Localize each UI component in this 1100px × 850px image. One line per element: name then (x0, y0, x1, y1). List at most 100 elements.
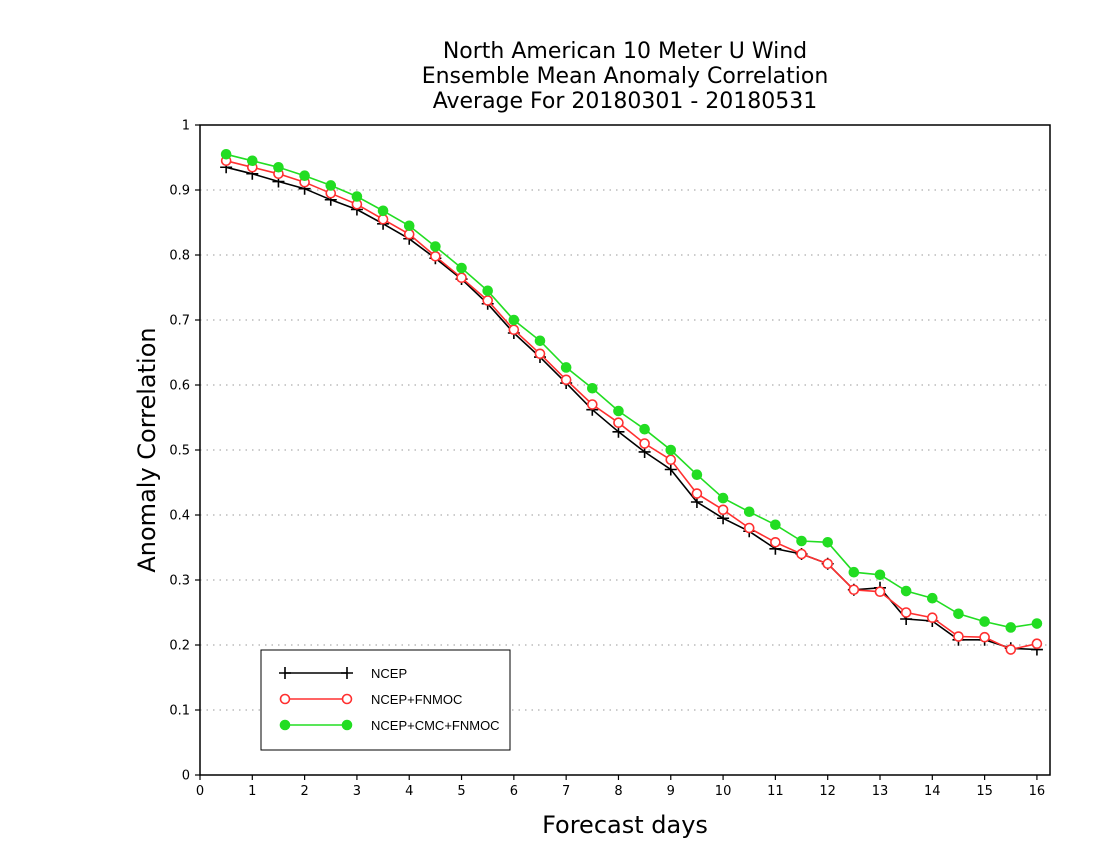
x-tick-label: 12 (819, 784, 836, 799)
y-tick-label: 0.9 (169, 184, 190, 199)
x-tick-label: 13 (872, 784, 889, 799)
data-point (351, 191, 363, 202)
data-point (560, 374, 572, 386)
series-ncep-cmc-fnmoc (220, 148, 1043, 633)
data-point (560, 362, 572, 373)
data-point (691, 488, 703, 499)
data-point (822, 537, 833, 548)
legend-box (260, 649, 511, 751)
legend-label: NCEP+FNMOC (371, 692, 462, 707)
chart-title-line: Average For 20180301 - 20180531 (433, 89, 818, 114)
legend: NCEP NCEP+FNMOC NCEP+CMC+FNMOC (260, 649, 511, 751)
series-ncep (220, 161, 1043, 656)
x-tick-label: 16 (1029, 784, 1046, 799)
data-point (220, 148, 232, 160)
data-point (279, 667, 291, 679)
data-point (664, 463, 677, 476)
data-point (534, 348, 546, 360)
data-point (247, 155, 258, 167)
data-point (325, 180, 337, 191)
data-point (639, 438, 650, 449)
data-point (979, 631, 990, 643)
x-tick-label: 2 (300, 784, 308, 799)
data-point (927, 592, 938, 604)
data-point (430, 241, 441, 252)
data-point (508, 314, 520, 326)
x-tick-label: 3 (353, 784, 361, 799)
x-tick-label: 7 (562, 784, 570, 799)
data-point (796, 535, 807, 547)
x-tick-label: 15 (976, 784, 993, 799)
data-point (613, 405, 624, 417)
data-point (377, 205, 389, 217)
y-tick-label: 0.1 (169, 704, 190, 719)
y-axis-label: Anomaly Correlation (133, 327, 161, 572)
grid (200, 189, 1050, 711)
data-point (430, 250, 441, 262)
data-point (456, 262, 467, 274)
data-point (341, 667, 353, 679)
data-point (1005, 644, 1017, 655)
data-point (900, 607, 912, 618)
data-point (639, 423, 650, 435)
data-point (587, 382, 598, 394)
x-axis-label: Forecast days (542, 811, 708, 839)
data-point (1005, 622, 1017, 633)
x-tick-label: 9 (667, 784, 675, 799)
data-point (927, 612, 938, 624)
data-point (279, 693, 291, 705)
y-tick-label: 0.5 (169, 444, 190, 459)
y-tick-label: 0 (182, 769, 190, 784)
y-tick-label: 0.4 (169, 509, 190, 524)
series-line (226, 160, 1038, 651)
data-point (743, 522, 755, 534)
y-tick-label: 0.2 (169, 639, 190, 654)
x-tick-label: 1 (248, 784, 256, 799)
data-point (279, 719, 291, 731)
data-point (717, 504, 729, 516)
data-point (848, 566, 860, 578)
data-point (377, 213, 389, 225)
x-tick-label: 5 (457, 784, 465, 799)
y-tick-label: 0.6 (169, 379, 190, 394)
data-point (482, 285, 493, 297)
data-point (341, 693, 353, 705)
data-point (900, 585, 912, 597)
chart-title-line: Ensemble Mean Anomaly Correlation (422, 64, 829, 89)
x-tick-label: 14 (924, 784, 941, 799)
legend-label: NCEP+CMC+FNMOC (371, 718, 500, 733)
data-point (717, 492, 729, 504)
series-line (226, 153, 1038, 629)
data-point (953, 631, 964, 642)
y-tick-label: 0.7 (169, 314, 190, 329)
x-tick-label: 11 (767, 784, 784, 799)
chart-title-line: North American 10 Meter U Wind (443, 39, 807, 64)
data-point (534, 335, 546, 347)
data-point (1031, 618, 1043, 629)
data-point (299, 170, 310, 181)
data-point (691, 469, 703, 481)
legend-item: NCEP (279, 666, 407, 681)
data-point (273, 161, 284, 173)
x-tick-label: 8 (614, 784, 622, 799)
data-point (341, 719, 353, 731)
series (220, 148, 1043, 656)
legend-item: NCEP+FNMOC (279, 692, 462, 707)
data-point (770, 536, 781, 548)
data-point (770, 519, 781, 531)
x-tick-label: 4 (405, 784, 413, 799)
x-tick-label: 10 (715, 784, 732, 799)
data-point (665, 454, 677, 466)
data-point (822, 558, 833, 570)
data-point (665, 444, 677, 456)
legend-item: NCEP+CMC+FNMOC (279, 718, 500, 733)
data-point (508, 324, 520, 336)
data-point (587, 399, 598, 410)
data-point (613, 417, 624, 429)
data-point (403, 228, 415, 240)
series-ncep-fnmoc (220, 155, 1043, 655)
data-point (874, 569, 886, 581)
y-tick-label: 0.3 (169, 574, 190, 589)
